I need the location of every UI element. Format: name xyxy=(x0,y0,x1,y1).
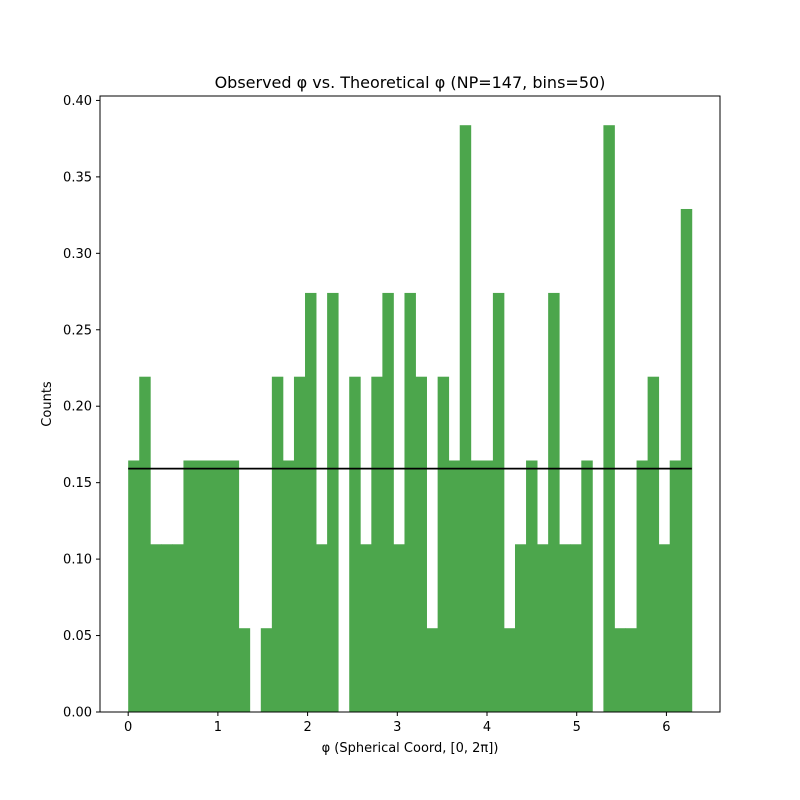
y-tick-label: 0.15 xyxy=(63,476,92,491)
y-tick-label: 0.10 xyxy=(63,553,92,568)
histogram-bar xyxy=(194,460,206,712)
y-tick-label: 0.30 xyxy=(63,247,92,262)
x-tick-label: 0 xyxy=(124,720,132,735)
histogram-bar xyxy=(327,292,339,712)
y-tick-label: 0.35 xyxy=(63,170,92,185)
histogram-bar xyxy=(161,544,173,712)
x-tick-label: 2 xyxy=(303,720,311,735)
histogram-bar xyxy=(271,376,284,712)
histogram-bar xyxy=(669,460,682,712)
y-tick-label: 0.40 xyxy=(63,94,92,109)
histogram-bar xyxy=(393,544,405,712)
y-tick-label: 0.00 xyxy=(63,706,92,721)
histogram-bar xyxy=(437,376,450,712)
histogram-bar xyxy=(227,460,240,712)
histogram-bar xyxy=(150,544,162,712)
histogram-bar xyxy=(514,544,527,712)
x-tick-label: 4 xyxy=(483,720,491,735)
histogram-bar xyxy=(548,292,560,712)
histogram-bar xyxy=(559,544,571,712)
histogram-bar xyxy=(625,628,637,712)
y-tick-label: 0.05 xyxy=(63,629,92,644)
histogram-bar xyxy=(238,628,251,712)
y-tick-label: 0.20 xyxy=(63,400,92,415)
histogram-bar xyxy=(260,628,273,712)
x-axis-ticks: 0 1 2 3 4 5 6 xyxy=(124,712,671,735)
chart-title: Observed φ vs. Theoretical φ (NP=147, bi… xyxy=(215,73,606,92)
histogram-bar xyxy=(282,460,295,712)
histogram-bar xyxy=(448,460,461,712)
histogram-bar xyxy=(371,376,383,712)
y-axis-label: Counts xyxy=(40,381,55,427)
histogram-bar xyxy=(537,544,549,712)
histogram-bar xyxy=(470,460,483,712)
histogram-bar xyxy=(426,628,439,712)
y-axis-ticks: 0.00 0.05 0.10 0.15 0.20 0.25 0.30 0.35 0.40 xyxy=(63,94,100,721)
histogram-bar xyxy=(128,460,140,712)
histogram-bar xyxy=(216,460,229,712)
x-tick-label: 6 xyxy=(662,720,670,735)
histogram-bar xyxy=(614,628,626,712)
histogram-bar xyxy=(415,376,427,712)
x-axis-label: φ (Spherical Coord, [0, 2π]) xyxy=(322,741,499,756)
x-tick-label: 1 xyxy=(214,720,222,735)
histogram-bar xyxy=(205,460,217,712)
histogram-bar xyxy=(570,544,582,712)
x-tick-label: 5 xyxy=(573,720,581,735)
histogram-bar xyxy=(404,292,416,712)
histogram-bar xyxy=(459,125,472,713)
histogram-bar xyxy=(481,460,494,712)
histogram-bar xyxy=(636,460,649,712)
histogram-bar xyxy=(293,376,306,712)
histogram-bar xyxy=(305,292,317,712)
histogram-bar xyxy=(492,292,505,712)
y-tick-label: 0.25 xyxy=(63,323,92,338)
histogram-bar xyxy=(139,376,151,712)
histogram-bar xyxy=(581,460,593,712)
histogram-bar xyxy=(172,544,184,712)
plot-frame xyxy=(99,95,721,713)
histogram-bar xyxy=(658,544,671,712)
histogram-bar xyxy=(382,292,394,712)
histogram-bar xyxy=(316,544,328,712)
histogram-bar xyxy=(680,208,693,712)
histogram-bar xyxy=(603,125,615,713)
histogram-bar xyxy=(647,376,660,712)
histogram-bar xyxy=(349,376,361,712)
x-tick-label: 3 xyxy=(393,720,401,735)
histogram-bar xyxy=(360,544,372,712)
histogram-bar xyxy=(183,460,195,712)
histogram-bars xyxy=(128,125,693,713)
histogram-bar xyxy=(526,460,538,712)
histogram-bar xyxy=(503,628,516,712)
